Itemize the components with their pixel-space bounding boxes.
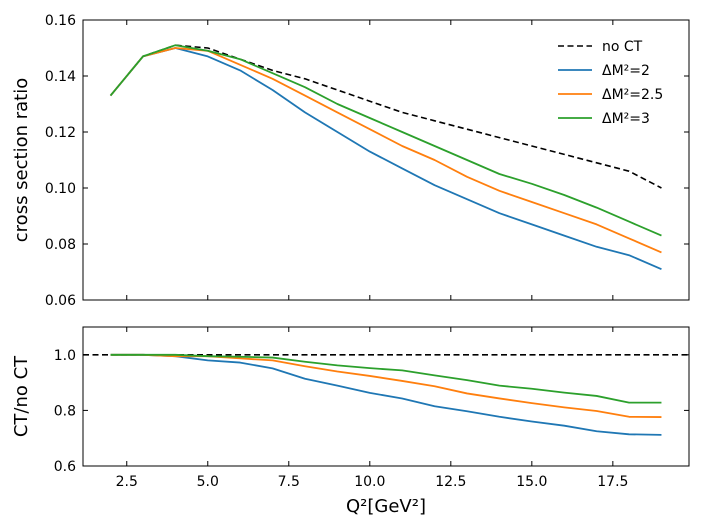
y-tick-label: 0.16	[45, 13, 76, 29]
y-tick-label: 1.0	[54, 348, 76, 364]
legend-label-deltam2-2: ΔM²=2	[602, 63, 650, 79]
bottom-lines	[83, 353, 689, 436]
bottom-axes-frame	[82, 326, 690, 467]
series-line-deltam2-2	[110, 353, 662, 436]
series-line-no-ct	[109, 44, 662, 189]
series-line-deltam2-2p5	[109, 47, 662, 254]
x-tick-label: 2.5	[116, 474, 138, 490]
x-tick-label: 10.0	[354, 474, 385, 490]
y-tick-label: 0.6	[54, 459, 76, 475]
bottom-panel: 2.5 5.0 7.5 10.0 12.5 15.0 17.5 0.6 0.8 1.0 CT/no…	[11, 326, 690, 517]
x-tick-label: 12.5	[435, 474, 466, 490]
y-tick-label: 0.14	[45, 69, 76, 85]
bottom-ylabel: CT/no CT	[11, 355, 32, 437]
x-tick-label: 5.0	[197, 474, 219, 490]
y-tick-label: 0.06	[45, 293, 76, 309]
x-tick-label: 7.5	[278, 474, 300, 490]
series-line-deltam2-2	[109, 47, 662, 271]
y-tick-label: 0.08	[45, 237, 76, 253]
top-panel: 0.06 0.08 0.10 0.12 0.14 0.16 cross section r…	[11, 13, 690, 309]
bottom-xlabel: Q²[GeV²]	[346, 496, 426, 517]
legend-label-deltam2-3: ΔM²=3	[602, 111, 650, 127]
top-ticks: 0.06 0.08 0.10 0.12 0.14 0.16	[45, 13, 689, 309]
top-axes-frame	[82, 19, 690, 301]
y-tick-label: 0.10	[45, 181, 76, 197]
y-tick-label: 0.12	[45, 125, 76, 141]
top-lines	[109, 44, 662, 271]
top-ylabel: cross section ratio	[11, 78, 32, 242]
legend: no CT ΔM²=2 ΔM²=2.5 ΔM²=3	[558, 39, 663, 127]
legend-label-deltam2-2p5: ΔM²=2.5	[602, 87, 663, 103]
y-tick-label: 0.8	[54, 403, 76, 419]
x-tick-label: 15.0	[516, 474, 547, 490]
series-line-deltam2-3	[109, 44, 662, 237]
legend-label-no-ct: no CT	[602, 39, 643, 55]
x-tick-label: 17.5	[597, 474, 628, 490]
series-line-deltam2-2p5	[110, 353, 662, 418]
series-line-deltam2-3	[110, 353, 662, 404]
bottom-ticks: 2.5 5.0 7.5 10.0 12.5 15.0 17.5 0.6 0.8 1.0	[54, 327, 689, 490]
